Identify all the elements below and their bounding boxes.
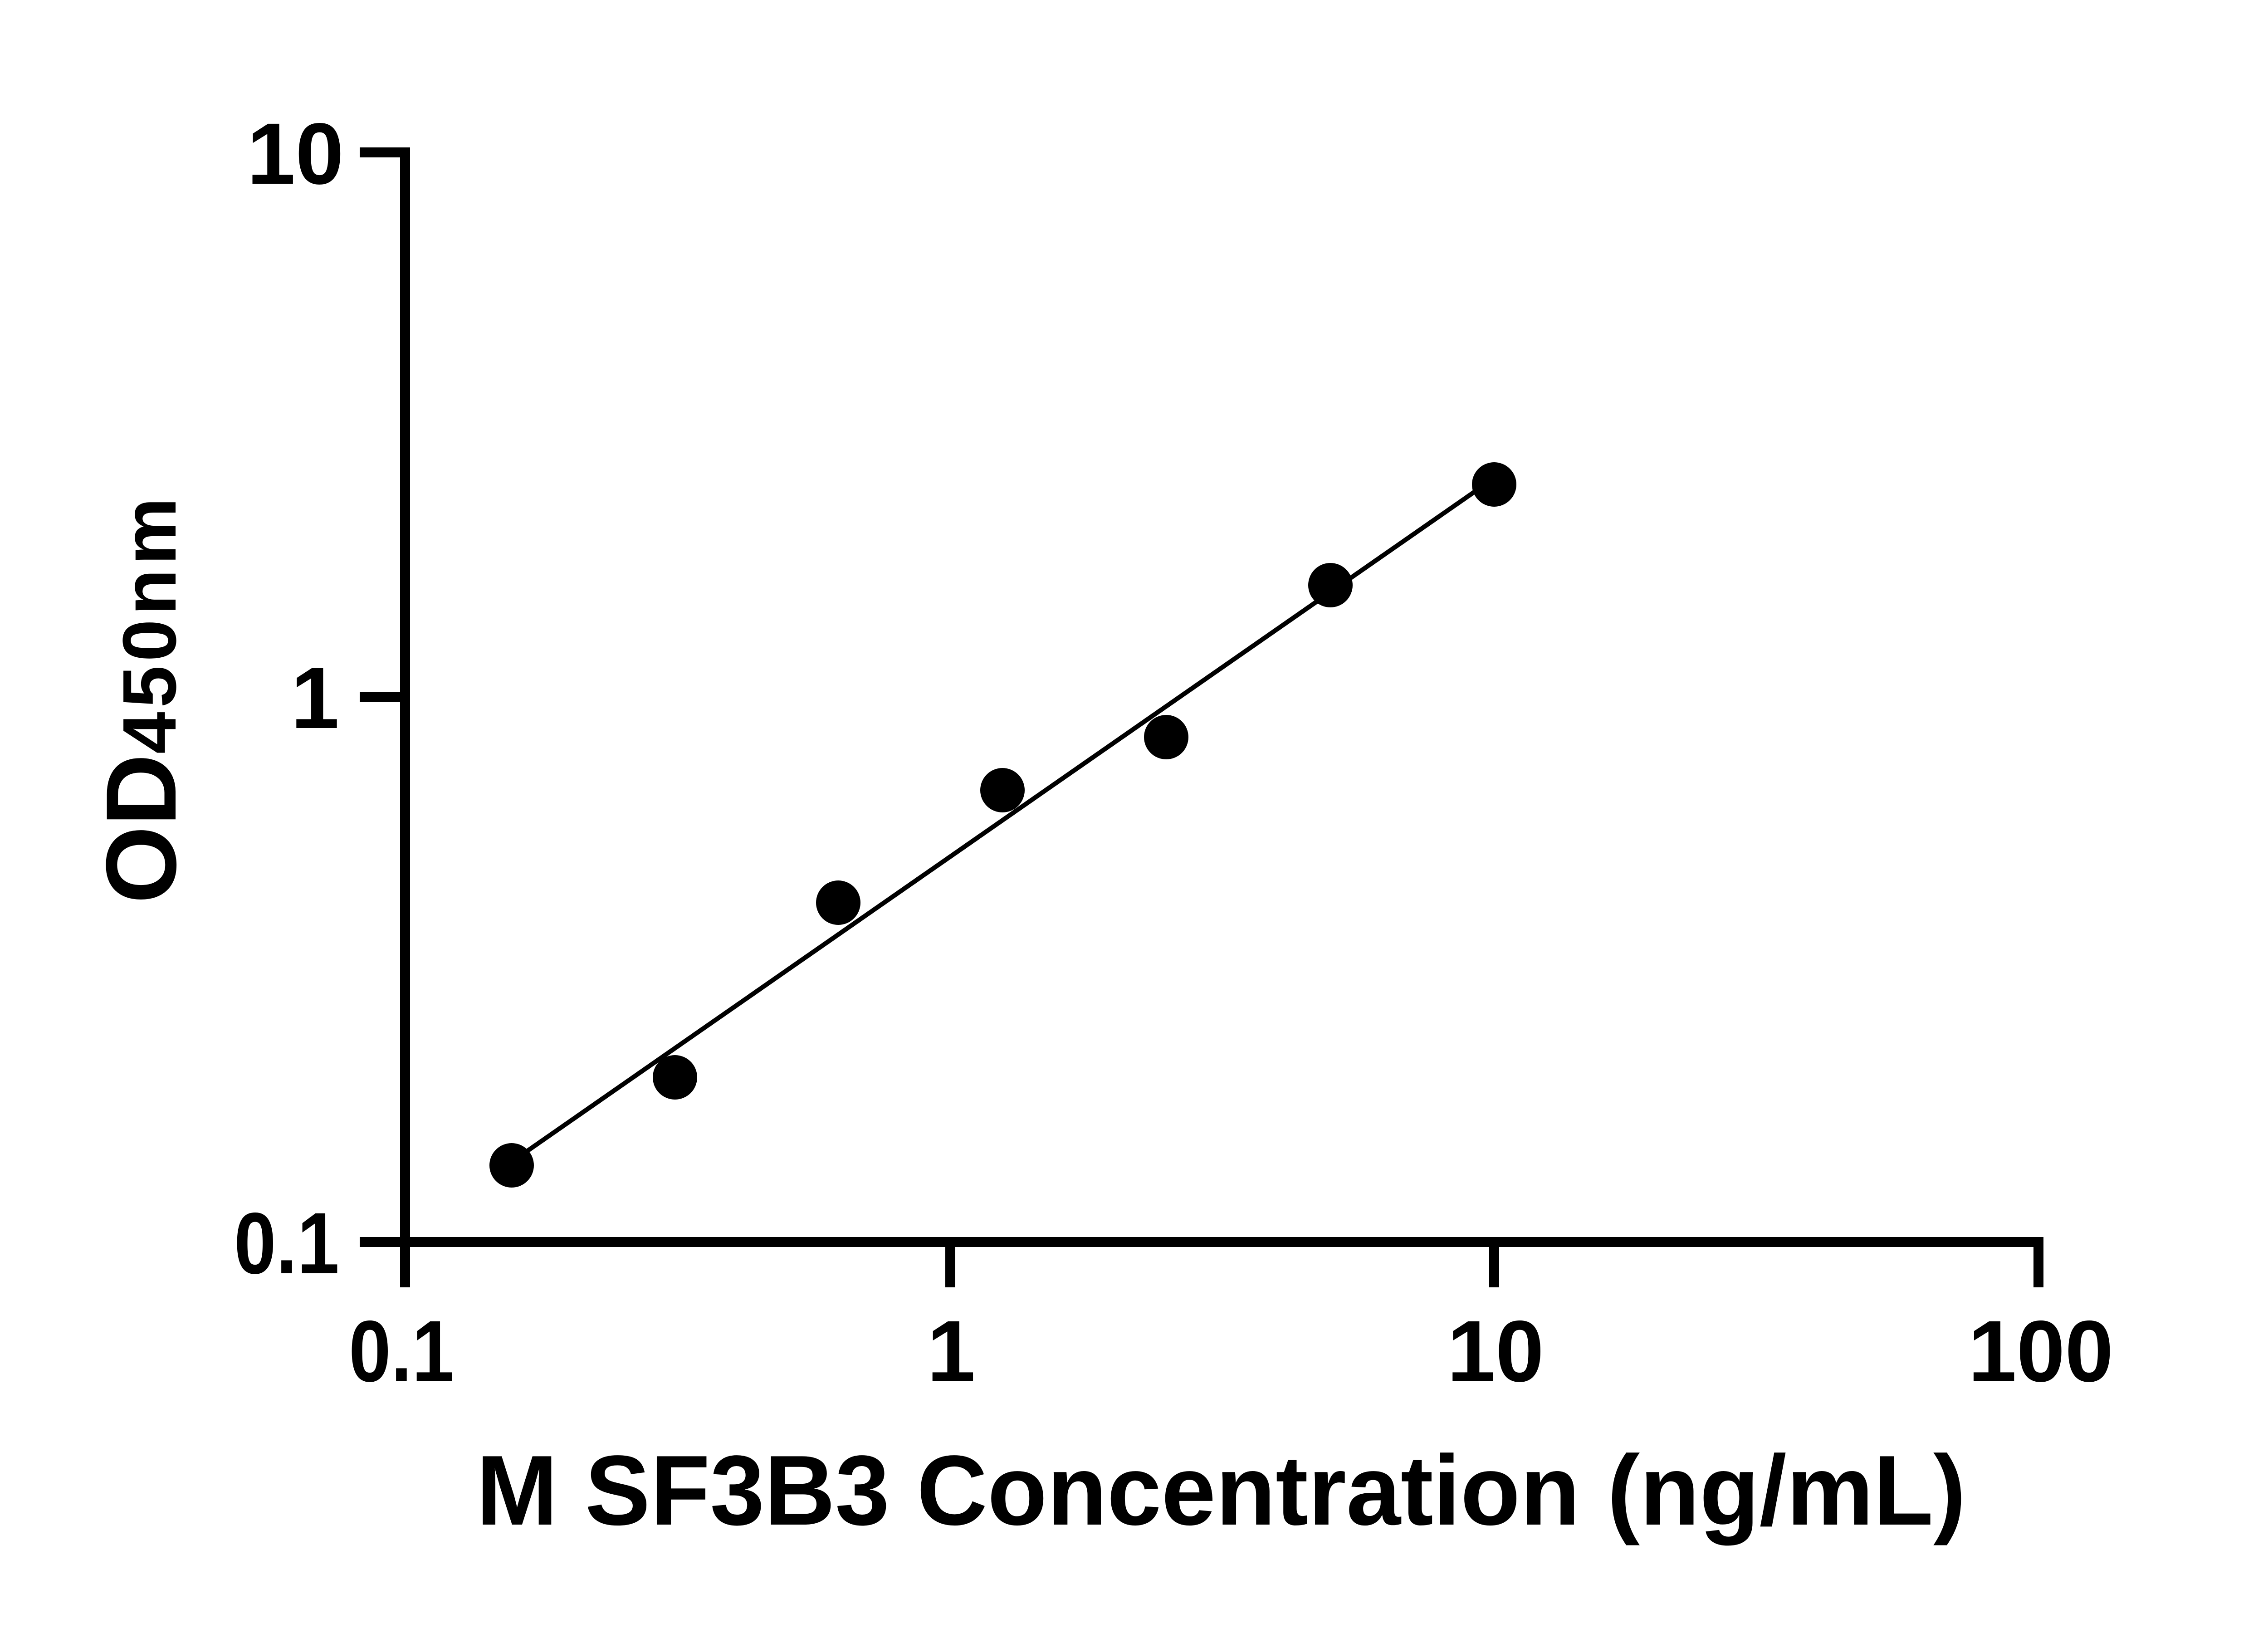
svg-text:0.1: 0.1	[349, 1302, 454, 1400]
svg-text:10: 10	[1447, 1302, 1544, 1400]
svg-text:1: 1	[291, 649, 339, 747]
svg-text:M SF3B3 Concentration (ng/mL): M SF3B3 Concentration (ng/mL)	[476, 1435, 1966, 1546]
svg-text:1: 1	[927, 1302, 976, 1400]
svg-text:0.1: 0.1	[234, 1194, 339, 1292]
svg-text:100: 100	[1968, 1302, 2113, 1400]
svg-text:10: 10	[247, 105, 344, 202]
